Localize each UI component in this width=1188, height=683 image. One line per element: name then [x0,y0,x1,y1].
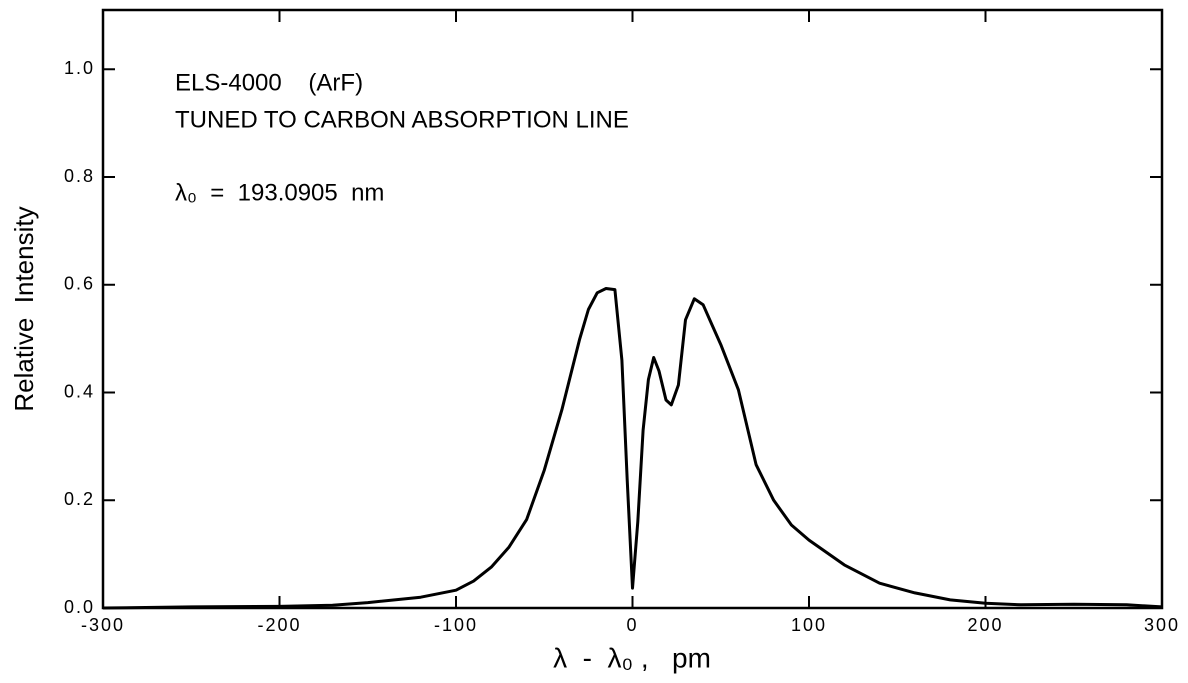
y-tick-label: 0.8 [64,166,95,186]
y-axis-label: Relative Intensity [9,206,39,411]
x-tick-label: 200 [967,615,1003,635]
annotation: TUNED TO CARBON ABSORPTION LINE [175,106,629,133]
y-tick-label: 0.0 [64,597,95,617]
x-tick-label: -300 [81,615,125,635]
y-tick-label: 0.4 [64,381,95,401]
x-tick-label: 300 [1144,615,1180,635]
y-tick-label: 0.6 [64,274,95,294]
y-tick-label: 0.2 [64,489,95,509]
y-tick-label: 1.0 [64,58,95,78]
x-tick-label: -100 [434,615,478,635]
annotation: ELS-4000 (ArF) [175,69,363,96]
annotation: λ₀ = 193.0905 nm [175,179,384,206]
x-tick-label: 100 [791,615,827,635]
x-tick-label: -200 [257,615,301,635]
x-tick-label: 0 [626,615,638,635]
plot-frame [101,8,1164,610]
data-line [102,287,1163,610]
x-axis-label: λ - λ₀ , pm [553,642,711,673]
